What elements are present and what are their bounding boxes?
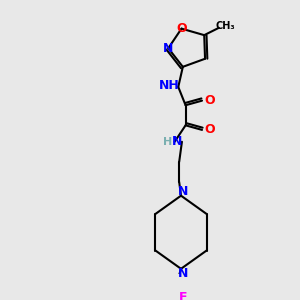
Text: O: O: [204, 123, 215, 136]
Text: N: N: [178, 267, 188, 280]
Text: N: N: [172, 135, 182, 148]
Text: F: F: [179, 291, 187, 300]
Text: O: O: [204, 94, 215, 107]
Text: N: N: [178, 184, 188, 198]
Text: O: O: [176, 22, 187, 35]
Text: H: H: [163, 137, 172, 147]
Text: CH₃: CH₃: [215, 21, 235, 31]
Text: NH: NH: [159, 79, 179, 92]
Text: N: N: [163, 42, 173, 55]
